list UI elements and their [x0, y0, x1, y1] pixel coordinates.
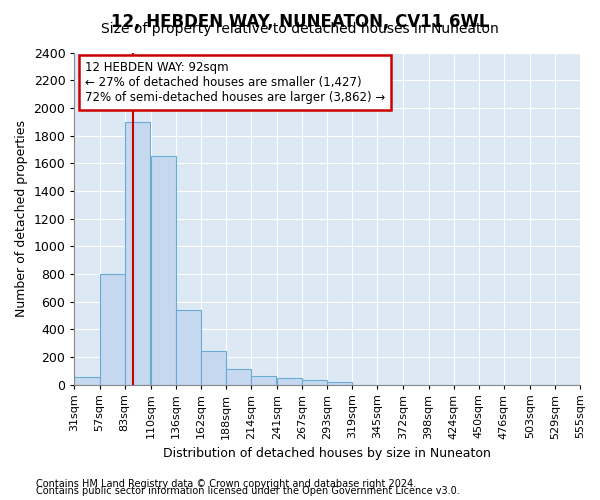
Bar: [226, 370, 251, 384]
Bar: [100, 274, 125, 384]
Bar: [201, 352, 226, 384]
Text: 12, HEBDEN WAY, NUNEATON, CV11 6WL: 12, HEBDEN WAY, NUNEATON, CV11 6WL: [111, 12, 489, 30]
Text: Contains HM Land Registry data © Crown copyright and database right 2024.: Contains HM Land Registry data © Crown c…: [36, 479, 416, 489]
Text: 12 HEBDEN WAY: 92sqm
← 27% of detached houses are smaller (1,427)
72% of semi-de: 12 HEBDEN WAY: 92sqm ← 27% of detached h…: [85, 61, 385, 104]
Bar: [151, 156, 176, 384]
X-axis label: Distribution of detached houses by size in Nuneaton: Distribution of detached houses by size …: [163, 447, 491, 460]
Bar: [277, 378, 302, 384]
Bar: [327, 382, 352, 384]
Bar: [74, 376, 100, 384]
Bar: [125, 122, 150, 384]
Text: Size of property relative to detached houses in Nuneaton: Size of property relative to detached ho…: [101, 22, 499, 36]
Text: Contains public sector information licensed under the Open Government Licence v3: Contains public sector information licen…: [36, 486, 460, 496]
Bar: [251, 376, 276, 384]
Bar: [176, 310, 201, 384]
Y-axis label: Number of detached properties: Number of detached properties: [15, 120, 28, 317]
Bar: [302, 380, 327, 384]
